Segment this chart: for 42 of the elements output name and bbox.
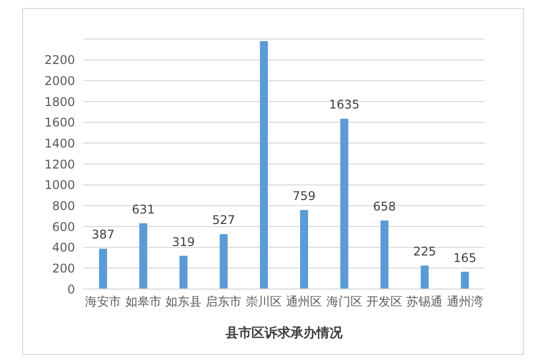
y-tick-label: 800 [52, 198, 75, 213]
data-label: 759 [292, 188, 316, 203]
x-tick-label: 通州湾 [446, 294, 483, 309]
x-tick-label: 通州区 [286, 294, 322, 309]
bar [380, 220, 388, 289]
bar [420, 266, 429, 289]
y-tick-label: 600 [52, 220, 75, 234]
data-label: 631 [132, 202, 155, 216]
x-tick-label: 崇川区 [246, 294, 282, 309]
y-tick-label: 1600 [44, 116, 75, 130]
y-tick-label: 200 [52, 261, 75, 276]
bar [220, 234, 228, 289]
y-tick-label: 1800 [44, 94, 75, 109]
x-tick-label: 苏锡通 [406, 294, 443, 309]
y-tick-label: 1200 [44, 157, 75, 172]
x-tick-label: 如皋市 [125, 294, 162, 309]
y-tick-label: 1400 [44, 136, 75, 150]
y-tick-label: 1000 [44, 178, 75, 192]
x-axis-title: 县市区诉求承办情况 [224, 325, 344, 341]
bar [260, 41, 268, 289]
bar [99, 248, 108, 289]
bar [139, 223, 148, 289]
data-label: 387 [92, 228, 115, 242]
data-label: 225 [413, 244, 436, 259]
bar [300, 210, 308, 289]
x-tick-label: 启东市 [206, 294, 242, 309]
bar [179, 256, 188, 289]
data-label: 1635 [329, 98, 360, 112]
x-tick-label: 海门区 [326, 294, 362, 309]
x-tick-label: 海安市 [85, 294, 122, 309]
bar [340, 118, 348, 289]
data-label: 165 [453, 250, 476, 265]
x-tick-label: 开发区 [366, 294, 402, 309]
data-label: 319 [172, 234, 195, 249]
y-tick-label: 400 [52, 240, 75, 255]
x-tick-label: 如东县 [166, 294, 202, 309]
y-tick-label: 2200 [44, 53, 75, 68]
data-label: 658 [373, 199, 396, 214]
y-tick-label: 2000 [44, 74, 75, 88]
bar [460, 272, 469, 289]
data-label: 527 [212, 213, 236, 228]
y-tick-label: 0 [67, 282, 75, 296]
